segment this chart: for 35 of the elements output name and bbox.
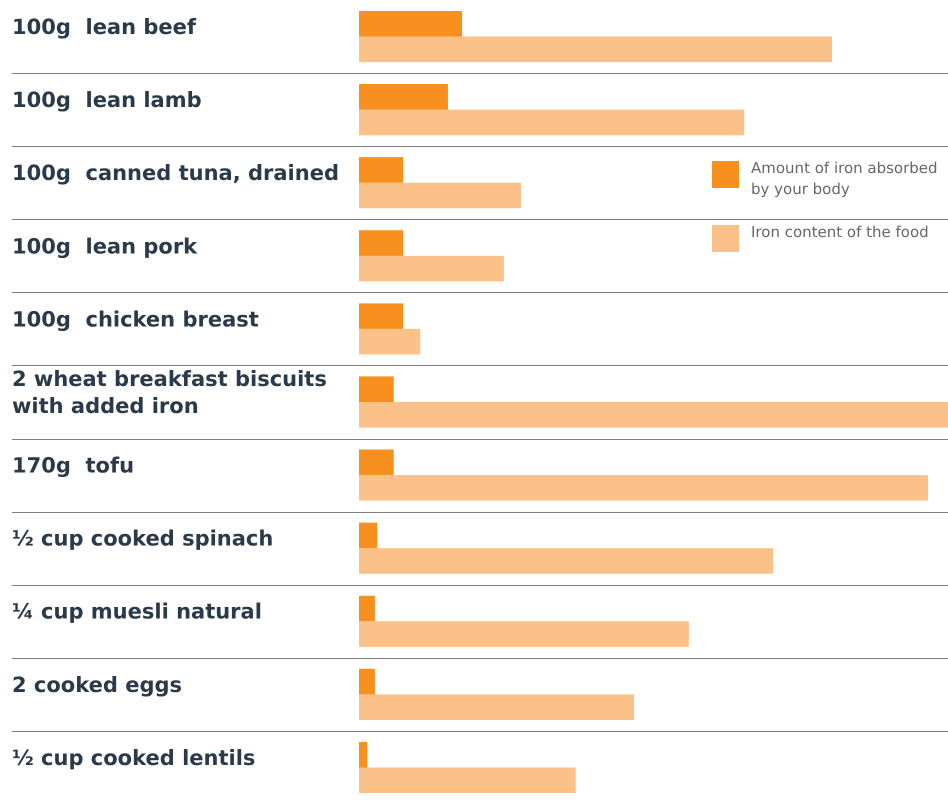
y-tick-label: ¼ cup muesli natural [12, 600, 262, 624]
bar [359, 303, 404, 329]
bar [359, 475, 928, 501]
bar [359, 328, 420, 354]
y-tick-label: 2 cooked eggs [12, 672, 182, 697]
bar [359, 256, 504, 282]
bar [359, 621, 689, 647]
bar [359, 694, 634, 720]
y-tick-label: 100g canned tuna, drained [12, 161, 339, 186]
y-tick-label: 100g lean lamb [12, 88, 202, 112]
bar [359, 110, 744, 136]
bar [359, 450, 394, 476]
bar [359, 84, 448, 110]
y-tick-label: ½ cup cooked spinach [12, 526, 274, 551]
bar [359, 157, 404, 183]
bar [359, 402, 948, 428]
y-tick-label: 100g lean pork [12, 234, 198, 258]
y-tick-label: 100g chicken breast [12, 307, 259, 332]
bar [359, 10, 462, 37]
bar [359, 36, 832, 62]
legend-label: Iron content of the food [751, 222, 929, 243]
bar [359, 596, 375, 622]
y-tick-label: 170g tofu [12, 454, 134, 478]
bar [359, 668, 375, 694]
bar [359, 548, 774, 574]
bar [359, 767, 576, 794]
bar [359, 742, 368, 768]
y-tick-label: 2 wheat breakfast biscuits with added iron [12, 366, 327, 418]
y-tick-label: ½ cup cooked lentils [12, 746, 256, 770]
bar [359, 376, 394, 402]
legend-label: Amount of iron absorbed by your body [751, 158, 939, 200]
bar [359, 182, 521, 208]
y-tick-label: 100g lean beef [12, 15, 197, 39]
bar [359, 230, 404, 256]
bar [359, 522, 378, 548]
